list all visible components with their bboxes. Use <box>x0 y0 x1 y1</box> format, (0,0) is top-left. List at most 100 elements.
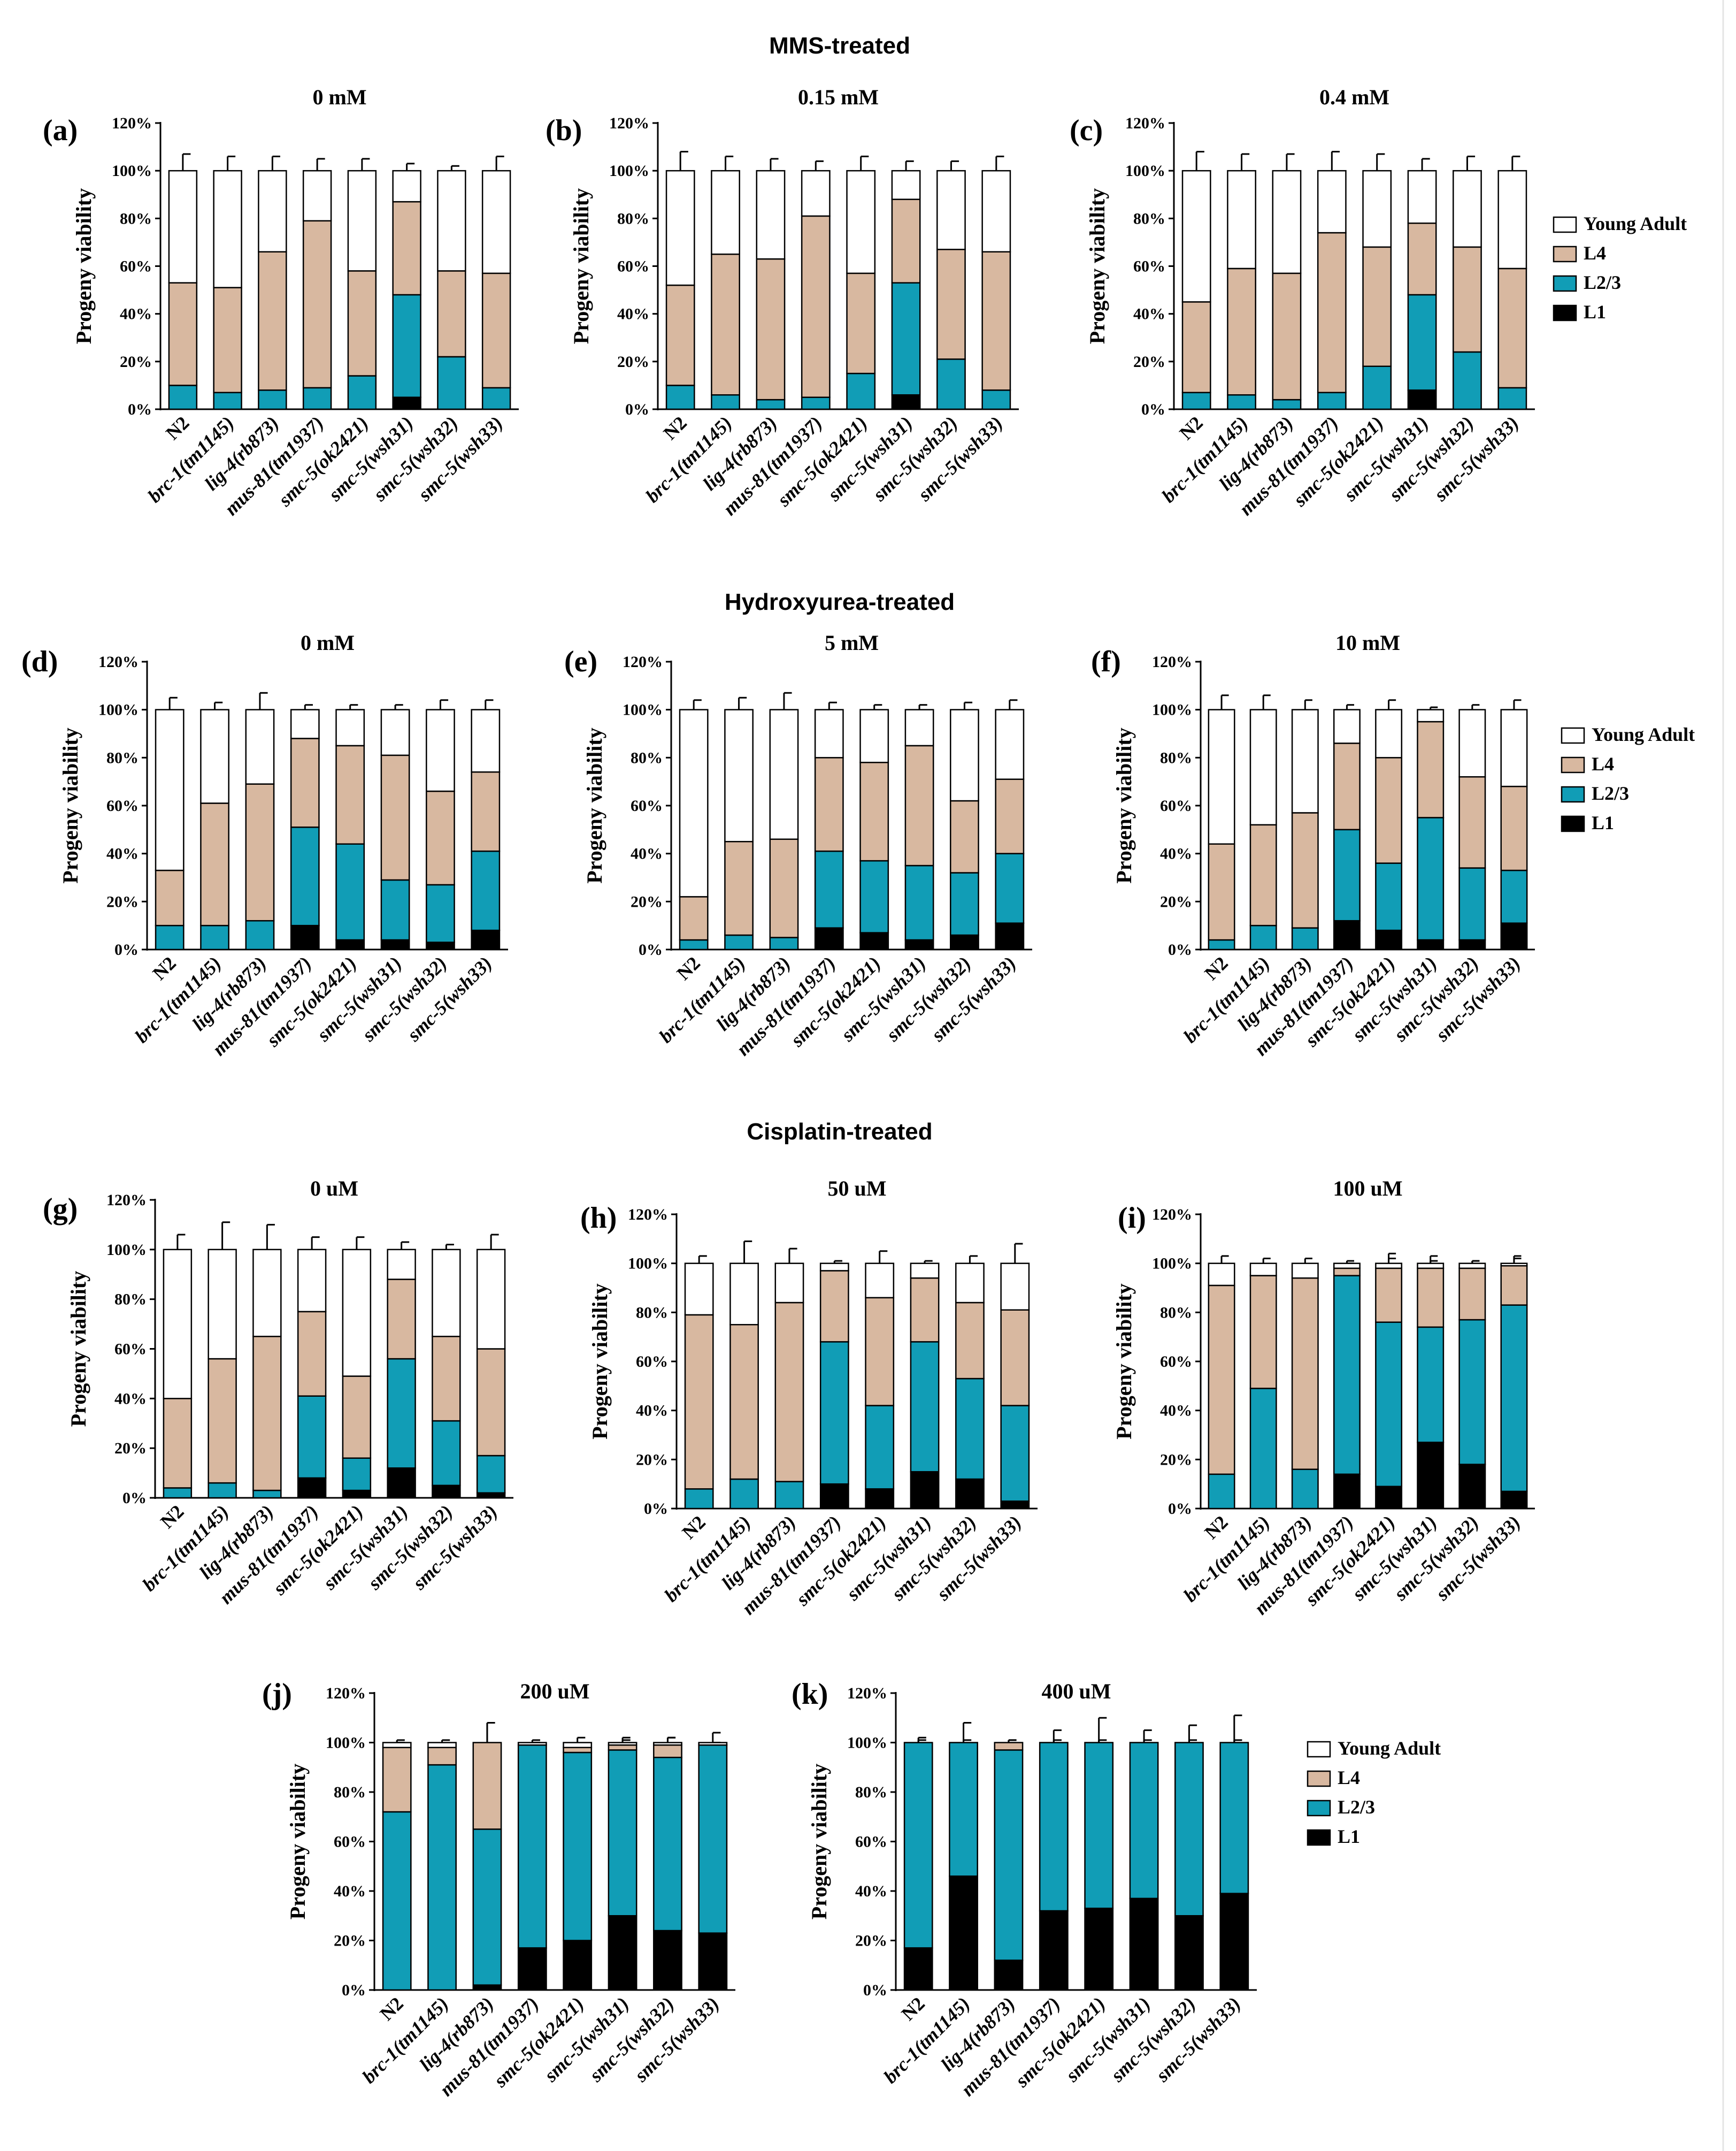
bar-segment <box>774 1302 804 1482</box>
bar-segment <box>347 270 377 377</box>
bar-segment <box>1291 1262 1319 1279</box>
bar-segment <box>437 270 466 358</box>
bar-segment <box>1362 170 1392 248</box>
bar-segment <box>955 1302 985 1380</box>
bar-segment <box>1227 170 1256 270</box>
bar-segment <box>769 709 799 840</box>
legend-swatch <box>1307 1800 1331 1817</box>
y-tick-label: 100% <box>847 1734 887 1752</box>
panel-label: (i) <box>1118 1201 1146 1235</box>
bar-segment <box>653 1744 682 1758</box>
bar-segment <box>910 1471 940 1510</box>
bar-segment <box>1497 170 1527 270</box>
legend: Young Adult L4 L2/3 L1 <box>1561 724 1695 833</box>
y-tick-label: 0% <box>625 401 649 418</box>
y-axis-label: Progeny viability <box>1112 1283 1136 1439</box>
bar-segment <box>994 1749 1024 1961</box>
legend-swatch <box>1553 246 1577 263</box>
bar-segment <box>910 1277 940 1343</box>
bar-segment <box>846 372 876 410</box>
bar-segment <box>208 1358 237 1484</box>
y-tick-label: 0% <box>342 1981 366 1999</box>
bar-segment <box>995 778 1025 854</box>
bar-segment <box>1291 709 1319 814</box>
bar-segment <box>1039 1742 1069 1912</box>
bar-segment <box>168 385 198 410</box>
bar-segment <box>1249 1262 1277 1276</box>
bar-segment <box>981 170 1011 252</box>
y-tick-label: 120% <box>1152 1206 1192 1223</box>
bar-segment <box>698 1744 728 1934</box>
bar-segment <box>155 924 185 951</box>
y-tick-label: 80% <box>855 1783 887 1801</box>
panel-label: (d) <box>21 645 58 678</box>
bar-segment <box>865 1405 895 1490</box>
bar-segment <box>608 1742 637 1746</box>
panel-label: (j) <box>262 1678 292 1711</box>
bar-segment <box>1317 170 1347 234</box>
legend-swatch <box>1561 756 1585 774</box>
chart-title: 400 uM <box>1042 1679 1111 1703</box>
y-tick-label: 100% <box>98 701 139 719</box>
bar-segment <box>729 1478 759 1510</box>
bar-segment <box>724 934 754 951</box>
bar-segment <box>1500 1262 1528 1267</box>
y-axis-label: Progeny viability <box>588 1283 612 1439</box>
y-tick-label: 20% <box>617 353 649 371</box>
bar-segment <box>1375 757 1403 864</box>
bar-segment <box>335 709 365 747</box>
bar-segment <box>481 170 511 274</box>
bar-segment <box>910 1262 940 1279</box>
y-tick-label: 20% <box>106 893 139 910</box>
bar-segment <box>476 1348 506 1457</box>
y-tick-label: 20% <box>1133 353 1165 371</box>
bar-segment <box>684 1262 714 1316</box>
legend-label: Young Adult <box>1584 213 1687 234</box>
y-tick-label: 40% <box>631 845 663 863</box>
legend-label: L2/3 <box>1584 272 1621 293</box>
y-tick-label: 120% <box>106 1191 147 1209</box>
bar-segment <box>679 939 709 951</box>
bar-segment <box>563 1940 593 1991</box>
bar-segment <box>297 1249 327 1313</box>
bar-segment <box>302 170 332 222</box>
y-tick-label: 120% <box>847 1685 887 1702</box>
y-tick-label: 80% <box>106 749 139 767</box>
bar-segment <box>472 1828 502 1986</box>
bar-segment <box>1362 246 1392 368</box>
bar-segment <box>342 1375 372 1459</box>
legend-swatch <box>1561 815 1585 832</box>
y-tick-label: 80% <box>334 1783 366 1801</box>
bar-segment <box>819 1341 849 1485</box>
bar-segment <box>1333 709 1361 744</box>
bar-segment <box>904 745 934 867</box>
bar-segment <box>290 709 320 739</box>
bar-segment <box>426 709 455 792</box>
bar-segment <box>342 1489 372 1499</box>
bar-segment <box>1375 1321 1403 1488</box>
bar-segment <box>382 1811 412 1991</box>
bar-segment <box>910 1341 940 1473</box>
bar-segment <box>891 394 921 410</box>
bar-segment <box>432 1420 461 1487</box>
bar-segment <box>955 1262 985 1304</box>
bar-segment <box>1500 1304 1528 1492</box>
y-axis-label: Progeny viability <box>286 1764 310 1919</box>
bar-segment <box>1458 1464 1486 1510</box>
bar-segment <box>392 396 421 410</box>
bar-segment <box>903 1742 933 1949</box>
y-tick-label: 120% <box>609 114 649 132</box>
y-tick-label: 40% <box>636 1402 668 1420</box>
y-tick-label: 0% <box>128 401 152 418</box>
bar-segment <box>1417 1267 1445 1328</box>
bar-segment <box>481 387 511 410</box>
bar-segment <box>472 1742 502 1830</box>
bar-segment <box>335 843 365 941</box>
bar-segment <box>653 1742 682 1746</box>
bar-segment <box>472 1984 502 1991</box>
bar-segment <box>1417 1262 1445 1269</box>
bar-segment <box>950 934 979 951</box>
legend-label: L4 <box>1584 242 1606 264</box>
chart-panel: (g) 0 uM Progeny viability 0% 20% 40% 60% 80% 10… <box>43 1176 513 1608</box>
bar-segment <box>335 745 365 845</box>
